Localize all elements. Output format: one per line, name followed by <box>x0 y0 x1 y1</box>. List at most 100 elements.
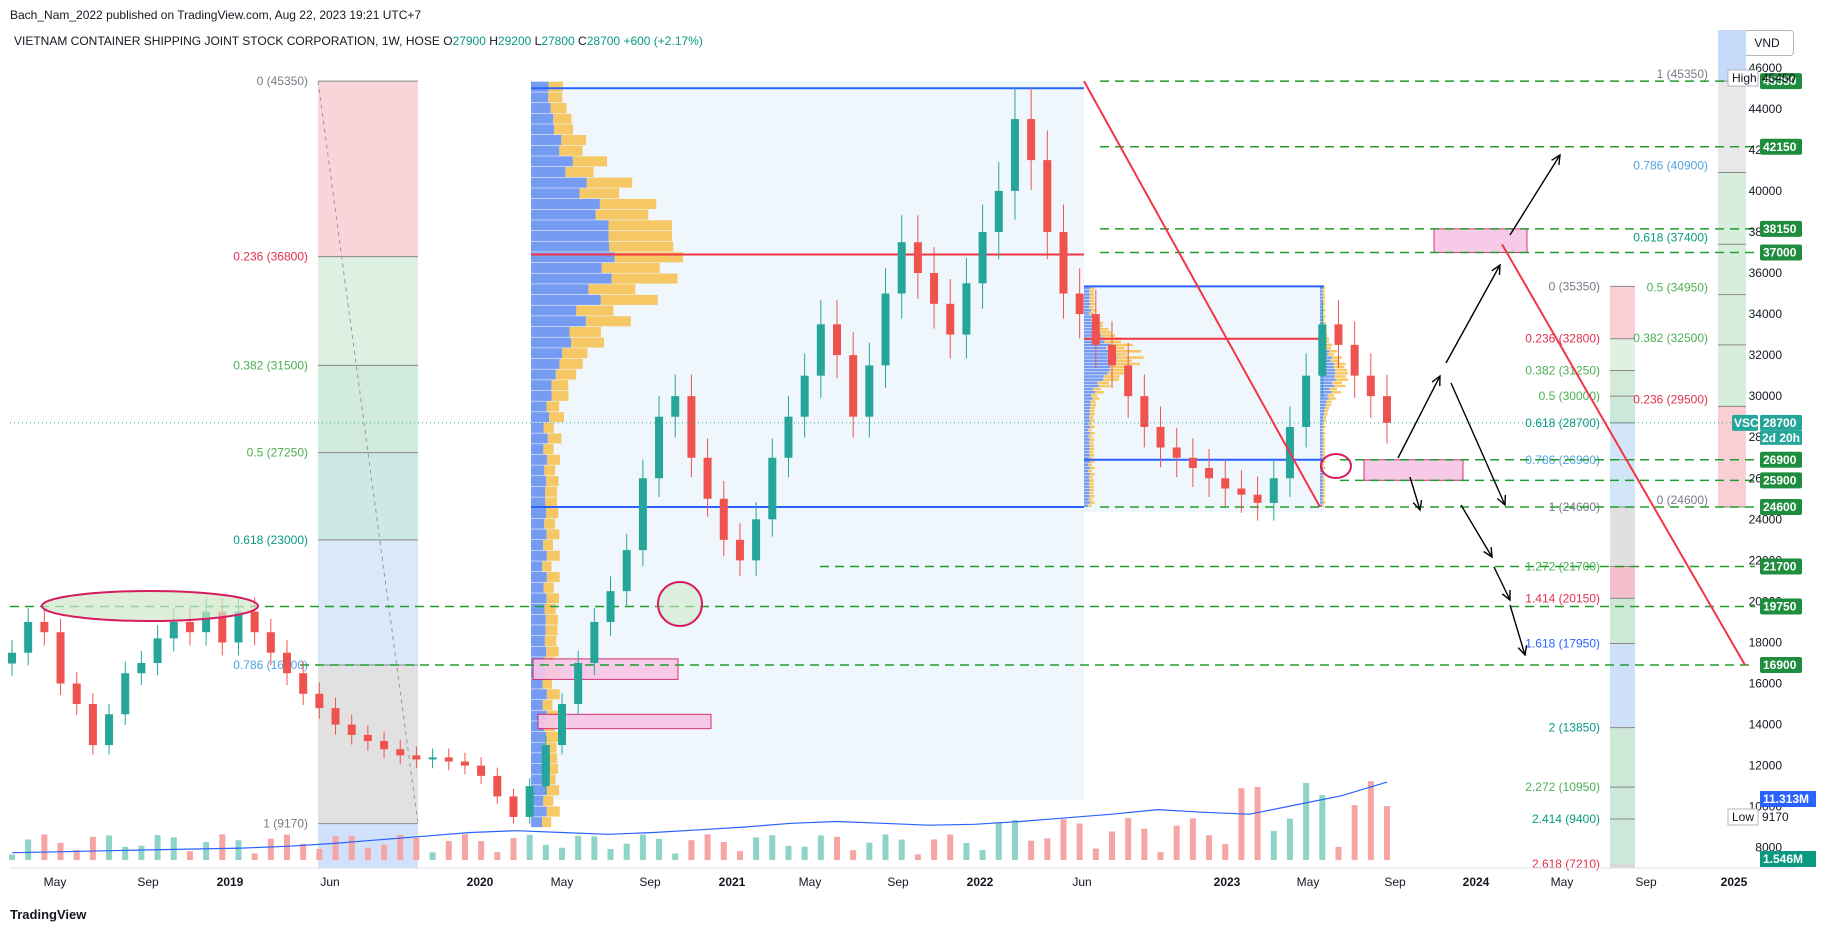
vp-right-bar-up <box>1320 472 1323 476</box>
volume-bar <box>720 841 727 860</box>
vp-right-bar-up <box>1320 362 1335 366</box>
vp-right-bar-down <box>1323 315 1326 318</box>
high-label-bg <box>1727 69 1759 87</box>
low-value: 9170 <box>1762 810 1789 824</box>
candle-body <box>380 740 389 750</box>
candle-body <box>703 457 712 499</box>
vp-mid-bar-down <box>1092 397 1100 400</box>
volume-bar <box>704 834 711 860</box>
vp-mid-bar-down <box>1088 498 1093 501</box>
vp-left-bar-up <box>531 476 547 487</box>
vp-left-bar-down <box>546 571 560 583</box>
vp-mid-bar-up <box>1084 378 1104 381</box>
y-tick-label: 32000 <box>1749 348 1783 362</box>
last-price-badge-bg <box>1760 414 1802 431</box>
vp-left-bar-down <box>547 433 562 444</box>
vp-mid-bar-up <box>1084 356 1117 359</box>
candle-body <box>1172 447 1181 458</box>
scenario-arrow-head <box>1517 645 1528 657</box>
vp-mid-bar-up <box>1084 397 1093 400</box>
price-level-badge-bg <box>1760 73 1802 90</box>
candle-body <box>477 765 486 776</box>
vp-mid-bar-up <box>1084 365 1111 369</box>
vp-right-bar-up <box>1320 498 1323 501</box>
candle-body <box>153 638 162 663</box>
vp-mid-bar-down <box>1089 425 1095 429</box>
volume-badge-bg <box>1760 791 1816 807</box>
candle-body <box>655 416 664 479</box>
fib-left-zone <box>318 539 418 666</box>
vp-mid-bar-up <box>1084 315 1093 318</box>
volume-bar <box>332 836 339 860</box>
vp-left-bar-up <box>531 774 545 785</box>
vp-right-bar-up <box>1320 441 1323 444</box>
vp-mid-bar-down <box>1089 299 1094 303</box>
candle-body <box>283 652 291 674</box>
vp-right-bar-up <box>1320 321 1324 325</box>
vp-right-bar-down <box>1322 312 1324 315</box>
candle-body <box>1221 478 1230 489</box>
vp-left-bar-down <box>576 305 614 316</box>
vp-left-bar-up <box>531 550 547 561</box>
vp-right-bar-up <box>1320 479 1323 482</box>
x-tick-label: 2025 <box>1721 875 1748 889</box>
vp-left-bar-down <box>546 401 560 412</box>
symbol-badge-bg <box>1732 414 1758 431</box>
vp-left-bar-up <box>531 593 547 604</box>
volume-bar <box>186 851 193 860</box>
volume-bar <box>1011 819 1018 860</box>
vp-left-bar-down <box>543 540 554 551</box>
vp-mid-bar-down <box>1089 460 1095 463</box>
vp-right-bar-up <box>1320 299 1323 303</box>
volume-bar <box>639 834 646 860</box>
vp-left-bar-down <box>544 774 556 785</box>
vp-left-bar-down <box>588 284 636 295</box>
vp-mid-bar-down <box>1089 501 1095 504</box>
vp-mid-bar-down <box>1090 403 1097 407</box>
fib-right-label: 0.236 (29500) <box>1633 392 1708 406</box>
volume-bar <box>785 845 792 860</box>
ohlc-close: 28700 <box>586 34 621 48</box>
vp-mid-bar-down <box>1089 290 1094 293</box>
vp-right-bar-down <box>1327 353 1335 356</box>
fib-right-label: 0 (24600) <box>1657 493 1708 507</box>
scenario-arrow-head <box>1496 494 1507 507</box>
candle-body <box>234 611 243 643</box>
fib-mid-zone <box>1610 787 1635 819</box>
price-level-badge-bg <box>1760 244 1802 261</box>
vp-mid-bar-up <box>1084 457 1089 460</box>
volume-bar <box>931 839 938 860</box>
vp-mid-bar-up <box>1084 309 1091 312</box>
vp-mid-bar-up <box>1084 359 1111 363</box>
fib-left-zone <box>318 256 418 366</box>
volume-bar <box>251 853 258 860</box>
vp-right-bar-down <box>1322 485 1325 489</box>
vp-right-bar-up <box>1320 378 1336 381</box>
vp-right-bar-down <box>1322 491 1325 495</box>
vp-right-bar-up <box>1320 390 1332 394</box>
vp-mid-bar-down <box>1107 353 1127 356</box>
volume-bar <box>429 852 436 860</box>
vp-right-bar-down <box>1335 378 1349 381</box>
vp-left-bar-up <box>531 625 546 636</box>
candle-body <box>1188 457 1197 469</box>
publisher-line: Bach_Nam_2022 published on TradingView.c… <box>10 8 422 22</box>
vp-mid-bar-down <box>1091 394 1098 397</box>
vp-mid-bar-up <box>1084 479 1090 482</box>
vp-left-bar-down <box>544 635 557 646</box>
vp-mid-bar-up <box>1084 441 1090 444</box>
vp-right-bar-down <box>1334 368 1348 372</box>
currency-selector[interactable]: VND <box>1740 30 1794 56</box>
vp-right-bar-up <box>1320 375 1335 378</box>
vp-mid-bar-up <box>1084 431 1090 435</box>
fib-right-label: 1 (45350) <box>1657 67 1708 81</box>
vp-mid-bar-down <box>1104 340 1121 344</box>
vp-left-bar-up <box>531 188 580 199</box>
vp-left-bar-up <box>531 635 545 646</box>
volume-bar <box>769 835 776 860</box>
volume-badge: 11.313M <box>1763 792 1809 806</box>
vp-right-bar-up <box>1320 488 1323 492</box>
volume-bar <box>1060 819 1067 860</box>
vp-left-bar-up <box>531 156 573 167</box>
